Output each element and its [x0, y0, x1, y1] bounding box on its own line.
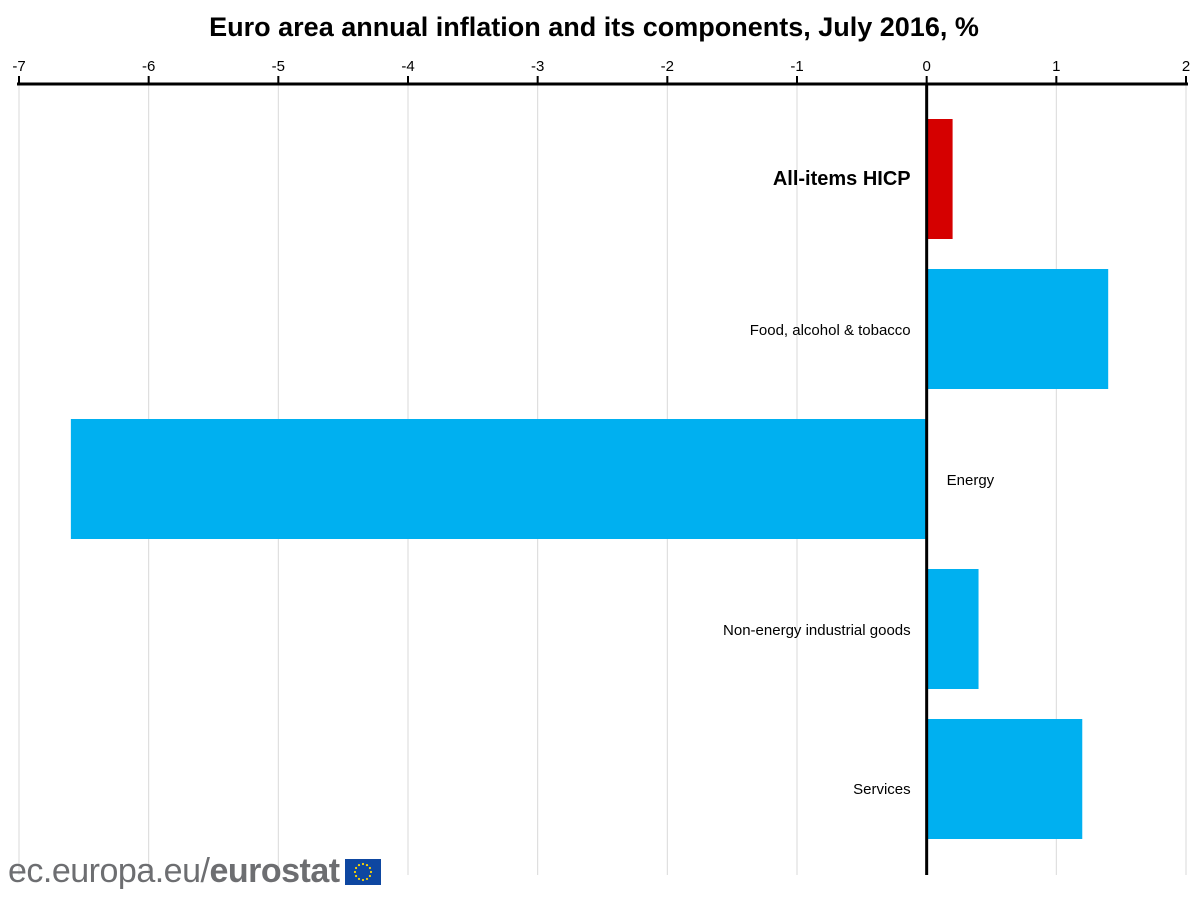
logo-site: ec.europa.eu/ [8, 852, 210, 890]
x-tick-label: -7 [12, 58, 25, 75]
flag-star [354, 866, 357, 869]
bar-4 [926, 719, 1083, 839]
category-label: Food, alcohol & tobacco [750, 322, 911, 339]
flag-star [365, 863, 368, 866]
x-tick-label: 0 [922, 58, 930, 75]
flag-star [357, 877, 360, 880]
flag-star [361, 862, 364, 865]
logo-brand: eurostat [209, 852, 340, 890]
bar-1 [926, 269, 1109, 389]
bar-2 [70, 419, 927, 539]
category-label: Non-energy industrial goods [723, 622, 911, 639]
x-tick-label: -2 [661, 58, 674, 75]
x-tick-label: 2 [1182, 58, 1190, 75]
x-tick-label: -6 [142, 58, 155, 75]
bar-3 [926, 569, 979, 689]
eurostat-logo: ec.europa.eu/eurostat [8, 852, 381, 891]
x-tick-label: -4 [401, 58, 414, 75]
eu-flag-icon [344, 858, 381, 885]
flag-star [361, 878, 364, 881]
x-tick-label: -3 [531, 58, 544, 75]
x-tick-label: -1 [790, 58, 803, 75]
flag-star [353, 870, 356, 873]
x-tick-label: -5 [272, 58, 285, 75]
category-label: Services [853, 781, 911, 798]
flag-star [368, 866, 371, 869]
x-tick-label: 1 [1052, 58, 1060, 75]
category-label: Energy [947, 472, 995, 489]
flag-star [365, 877, 368, 880]
flag-star [369, 870, 372, 873]
flag-star [354, 874, 357, 877]
flag-star [357, 863, 360, 866]
flag-star [368, 874, 371, 877]
chart-title: Euro area annual inflation and its compo… [209, 12, 979, 42]
category-label: All-items HICP [773, 168, 911, 190]
bar-0 [926, 119, 953, 239]
